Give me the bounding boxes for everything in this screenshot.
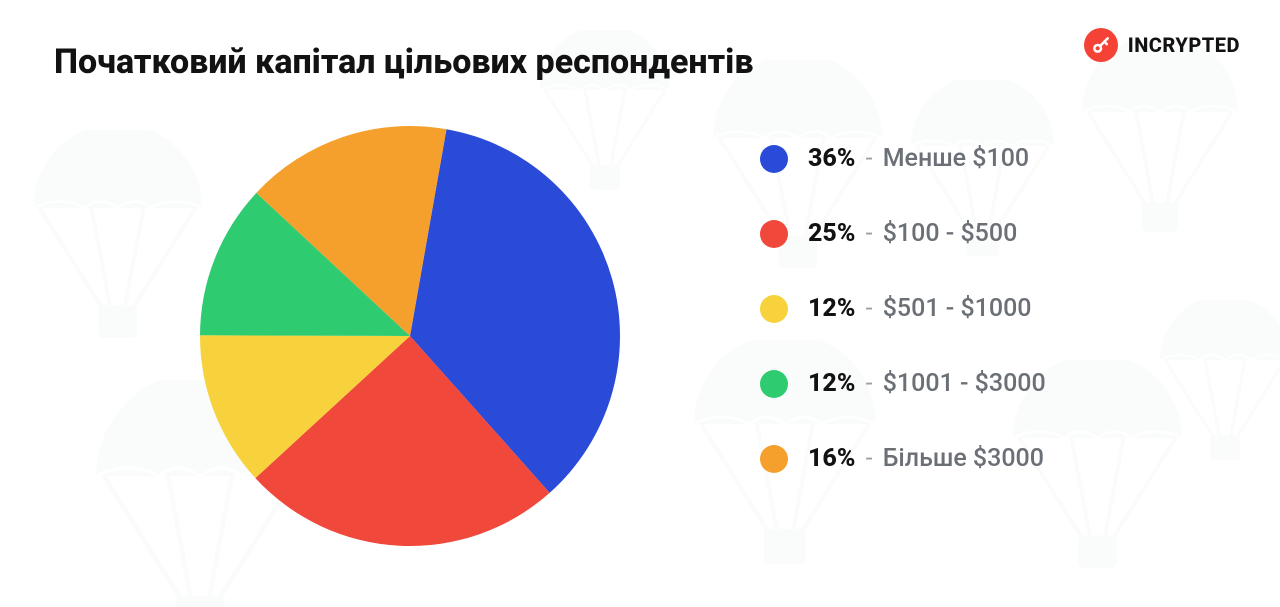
legend-label: 25% - $100 - $500 (808, 219, 1017, 248)
chart-title: Початковий капітал цільових респондентів (54, 42, 754, 82)
legend-item: 16% - Більше $3000 (760, 444, 1046, 473)
legend-swatch (760, 295, 788, 323)
legend: 36% - Менше $100 25% - $100 - $500 12% - $… (760, 144, 1046, 473)
legend-swatch (760, 370, 788, 398)
brand-name: INCRYPTED (1128, 33, 1240, 57)
legend-percent: 12 (808, 294, 837, 323)
legend-item: 36% - Менше $100 (760, 144, 1046, 173)
legend-category: $501 - $1000 (883, 294, 1032, 323)
pie-chart (200, 126, 620, 550)
legend-item: 12% - $1001 - $3000 (760, 369, 1046, 398)
legend-item: 12% - $501 - $1000 (760, 294, 1046, 323)
legend-label: 12% - $1001 - $3000 (808, 369, 1046, 398)
legend-swatch (760, 445, 788, 473)
legend-swatch (760, 220, 788, 248)
legend-category: Менше $100 (883, 144, 1029, 173)
legend-category: $100 - $500 (883, 219, 1018, 248)
legend-swatch (760, 145, 788, 173)
legend-category: $1001 - $3000 (883, 369, 1046, 398)
chart-area: 36% - Менше $100 25% - $100 - $500 12% - $… (0, 100, 1280, 607)
legend-label: 12% - $501 - $1000 (808, 294, 1032, 323)
legend-percent: 12 (808, 369, 837, 398)
legend-percent: 36 (808, 144, 837, 173)
legend-label: 16% - Більше $3000 (808, 444, 1044, 473)
legend-item: 25% - $100 - $500 (760, 219, 1046, 248)
brand-logo: INCRYPTED (1084, 28, 1240, 62)
legend-label: 36% - Менше $100 (808, 144, 1029, 173)
legend-category: Більше $3000 (883, 444, 1044, 473)
legend-percent: 25 (808, 219, 837, 248)
key-icon (1091, 35, 1111, 55)
brand-icon (1084, 28, 1118, 62)
legend-percent: 16 (808, 444, 837, 473)
